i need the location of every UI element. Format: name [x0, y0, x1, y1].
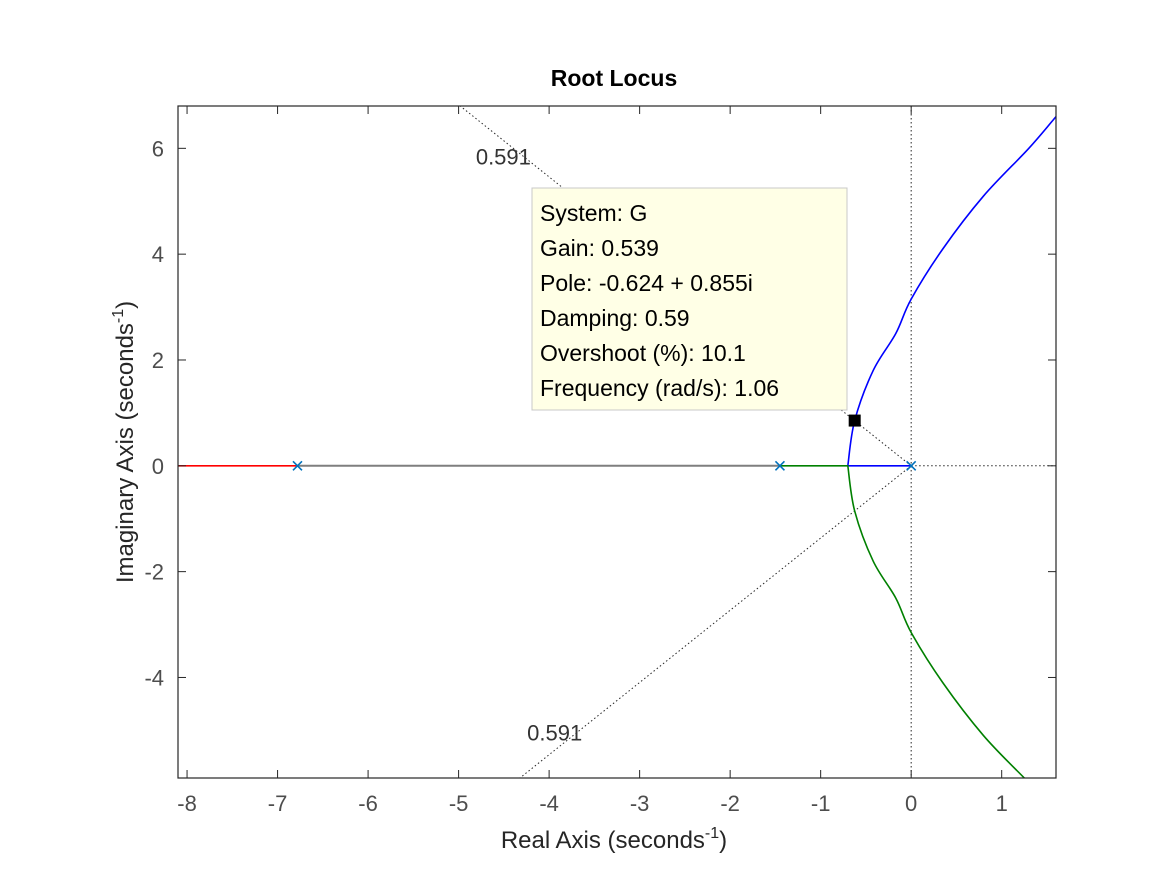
datatip-line-damping: Damping: 0.59 [540, 305, 690, 331]
locus-branch-2 [779, 465, 1025, 779]
locus-branch-1 [846, 116, 1057, 467]
x-tick-label: -4 [539, 791, 559, 816]
x-axis-title-close: ) [719, 827, 727, 854]
x-axis-title: Real Axis (seconds-1) [501, 825, 727, 854]
x-tick-label: 1 [996, 791, 1008, 816]
datatip-line-overshoot: Overshoot (%): 10.1 [540, 340, 746, 366]
datatip[interactable]: System: G Gain: 0.539 Pole: -0.624 + 0.8… [531, 187, 848, 411]
damping-label-lower: 0.591 [527, 720, 582, 745]
x-tick-label: -7 [268, 791, 288, 816]
datatip-line-pole: Pole: -0.624 + 0.855i [540, 270, 753, 296]
x-axis-title-text: Real Axis (seconds [501, 827, 705, 854]
datatip-marker-layer [848, 414, 861, 427]
y-axis-title: Imaginary Axis (seconds-1) [110, 301, 139, 583]
y-tick-label: 6 [152, 136, 164, 161]
axis-ticks: -8 -7 -6 -5 -4 -3 -2 -1 0 1 -4 -2 0 2 4 6 [144, 106, 1056, 816]
x-tick-label: 0 [905, 791, 917, 816]
datatip-line-gain: Gain: 0.539 [540, 235, 659, 261]
plot-area-frame [177, 105, 1057, 779]
y-tick-label: -4 [144, 665, 164, 690]
damping-line-lower [519, 465, 912, 779]
y-axis-title-close: ) [112, 301, 139, 309]
y-axis-title-text: Imaginary Axis (seconds [112, 323, 139, 583]
y-tick-label: 2 [152, 348, 164, 373]
datatip-line-system: System: G [540, 200, 647, 226]
datatip-line-frequency: Frequency (rad/s): 1.06 [540, 375, 779, 401]
datatip-marker[interactable] [848, 414, 861, 427]
pole-marker-1 [906, 460, 917, 471]
x-tick-label: -6 [358, 791, 378, 816]
pole-marker-2 [774, 460, 785, 471]
x-tick-label: -5 [449, 791, 469, 816]
x-tick-label: -1 [811, 791, 831, 816]
x-tick-label: -3 [630, 791, 650, 816]
x-tick-label: -2 [720, 791, 740, 816]
y-axis-title-superscript: -1 [110, 309, 127, 323]
datatip-box [531, 187, 848, 411]
y-tick-label: 4 [152, 242, 164, 267]
x-tick-label: -8 [177, 791, 197, 816]
chart-title: Root Locus [551, 65, 678, 91]
y-tick-label: 0 [152, 454, 164, 479]
damping-label-upper: 0.591 [476, 144, 531, 169]
pole-marker-3 [292, 460, 303, 471]
y-tick-label: -2 [144, 560, 164, 585]
x-axis-title-superscript: -1 [705, 825, 719, 842]
